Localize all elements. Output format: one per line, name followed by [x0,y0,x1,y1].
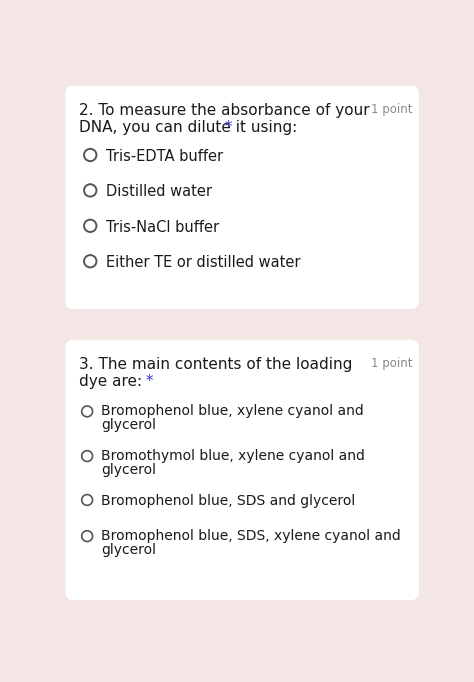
Text: 1 point: 1 point [371,102,413,116]
Text: Bromophenol blue, SDS and glycerol: Bromophenol blue, SDS and glycerol [101,494,356,508]
Text: Either TE or distilled water: Either TE or distilled water [106,255,300,270]
Text: Bromophenol blue, xylene cyanol and: Bromophenol blue, xylene cyanol and [101,404,364,419]
Text: dye are:: dye are: [80,374,143,389]
Text: Bromothymol blue, xylene cyanol and: Bromothymol blue, xylene cyanol and [101,449,365,463]
FancyBboxPatch shape [65,86,419,309]
Text: glycerol: glycerol [101,418,156,432]
Text: Tris-NaCl buffer: Tris-NaCl buffer [106,220,219,235]
FancyBboxPatch shape [65,340,419,600]
Text: 2. To measure the absorbance of your: 2. To measure the absorbance of your [80,102,370,117]
Text: Bromophenol blue, SDS, xylene cyanol and: Bromophenol blue, SDS, xylene cyanol and [101,529,401,543]
Text: 3. The main contents of the loading: 3. The main contents of the loading [80,357,353,372]
Text: Tris-EDTA buffer: Tris-EDTA buffer [106,149,223,164]
Text: glycerol: glycerol [101,543,156,557]
Text: Distilled water: Distilled water [106,184,212,199]
Text: *: * [220,119,233,134]
Text: 1 point: 1 point [371,357,413,370]
Text: glycerol: glycerol [101,463,156,477]
Text: DNA, you can dilute it using:: DNA, you can dilute it using: [80,119,298,134]
Text: *: * [141,374,153,389]
